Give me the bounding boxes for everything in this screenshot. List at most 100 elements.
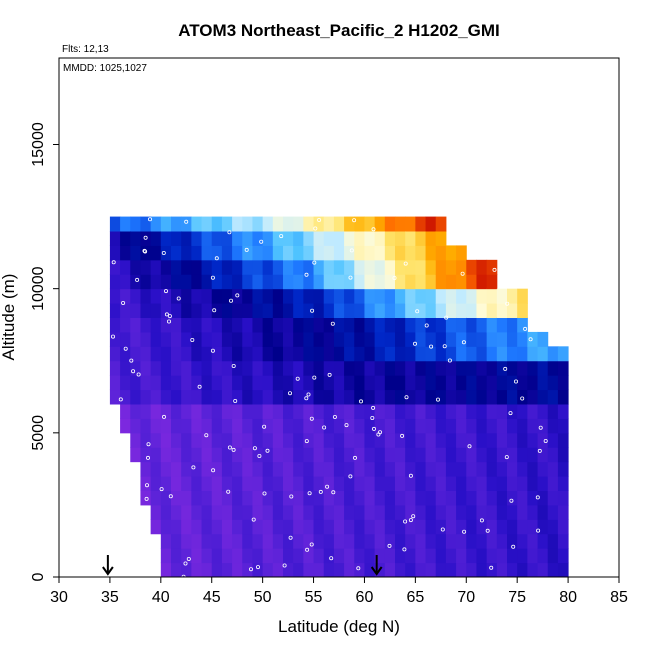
heatmap-cell <box>323 418 335 434</box>
heatmap-cell <box>557 562 569 578</box>
heatmap-cell <box>374 331 386 347</box>
heatmap-cell <box>374 259 386 275</box>
heatmap-cell <box>425 245 437 261</box>
heatmap-cell <box>374 533 386 549</box>
heatmap-cell <box>466 461 477 477</box>
heatmap-cell <box>415 432 427 448</box>
heatmap-cell <box>293 476 304 491</box>
heatmap-cell <box>456 303 467 318</box>
heatmap-cell <box>272 274 284 290</box>
heatmap-cell <box>262 432 274 448</box>
heatmap-cell <box>527 331 539 347</box>
heatmap-cell <box>262 288 274 304</box>
heatmap-cell <box>466 504 477 520</box>
heatmap-cell <box>242 245 253 261</box>
heatmap-cell <box>120 259 131 275</box>
heatmap-cell <box>456 418 467 434</box>
heatmap-cell <box>303 476 315 491</box>
heatmap-cell <box>181 562 192 578</box>
heatmap-cell <box>313 274 325 290</box>
heatmap-cell <box>527 447 539 463</box>
heatmap-cell <box>313 317 325 333</box>
heatmap-cell <box>171 562 182 578</box>
heatmap-cell <box>333 317 345 333</box>
heatmap-cell <box>191 461 203 477</box>
heatmap-cell <box>445 404 457 419</box>
heatmap-cell <box>303 360 315 376</box>
data-point <box>543 438 548 443</box>
heatmap-cell <box>313 432 325 448</box>
heatmap-cell <box>466 562 477 578</box>
heatmap-cell <box>344 418 355 434</box>
heatmap-cell <box>232 404 243 419</box>
heatmap-cell <box>456 317 467 333</box>
y-tick-label: 5000 <box>30 415 47 451</box>
heatmap-cell <box>425 317 437 333</box>
heatmap-cell <box>415 447 427 463</box>
heatmap-cell <box>445 274 457 290</box>
data-point <box>318 489 323 494</box>
data-point <box>462 529 467 534</box>
heatmap-cell <box>313 303 325 318</box>
heatmap-cell <box>293 432 304 448</box>
heatmap-cell <box>262 245 274 261</box>
heatmap-cell <box>323 389 335 405</box>
heatmap-cell <box>293 317 304 333</box>
heatmap-cell <box>293 274 304 290</box>
heatmap-cell <box>364 447 376 463</box>
heatmap-cell <box>211 245 223 261</box>
heatmap-cell <box>160 519 172 535</box>
data-point <box>309 416 314 421</box>
data-point <box>402 547 407 552</box>
heatmap-cell <box>242 288 253 304</box>
data-point <box>435 397 440 402</box>
heatmap-cell <box>333 360 345 376</box>
heatmap-cell <box>364 490 376 506</box>
heatmap-cell <box>221 346 233 362</box>
heatmap-cell <box>201 274 213 290</box>
heatmap-cell <box>435 447 447 463</box>
heatmap-cell <box>537 490 549 506</box>
heatmap-cell <box>232 418 243 434</box>
heatmap-cell <box>476 331 488 347</box>
data-point <box>309 542 314 547</box>
heatmap-cell <box>507 303 518 318</box>
heatmap-cell <box>323 274 335 290</box>
heatmap-cell <box>517 548 528 564</box>
heatmap-cell <box>425 259 437 275</box>
heatmap-cell <box>415 274 427 290</box>
heatmap-cell <box>211 346 223 362</box>
heatmap-cell <box>354 447 365 463</box>
heatmap-cell <box>354 504 365 520</box>
heatmap-cell <box>283 461 294 477</box>
heatmap-cell <box>160 375 172 391</box>
heatmap-cell <box>507 548 518 564</box>
heatmap-cell <box>150 259 162 275</box>
heatmap-cell <box>517 418 528 434</box>
data-point <box>279 234 284 239</box>
data-point <box>161 414 166 419</box>
heatmap-cell <box>344 375 355 391</box>
heatmap-cell <box>384 346 396 362</box>
data-point <box>376 432 381 437</box>
heatmap-cell <box>262 418 274 434</box>
heatmap-cell <box>354 317 365 333</box>
heatmap-cell <box>323 317 335 333</box>
heatmap-cell <box>333 476 345 491</box>
heatmap-cell <box>191 504 203 520</box>
heatmap-cell <box>395 504 406 520</box>
heatmap-cell <box>323 490 335 506</box>
heatmap-cell <box>242 346 253 362</box>
heatmap-cell <box>181 259 192 275</box>
heatmap-cell <box>171 447 182 463</box>
heatmap-cell <box>344 245 355 261</box>
heatmap-cell <box>364 476 376 491</box>
data-point <box>289 494 294 499</box>
heatmap-cell <box>507 490 518 506</box>
data-point <box>461 340 466 345</box>
heatmap-cell <box>293 548 304 564</box>
heatmap-cell <box>425 389 437 405</box>
heatmap-cell <box>507 461 518 477</box>
heatmap-cell <box>283 504 294 520</box>
heatmap-cell <box>303 447 315 463</box>
